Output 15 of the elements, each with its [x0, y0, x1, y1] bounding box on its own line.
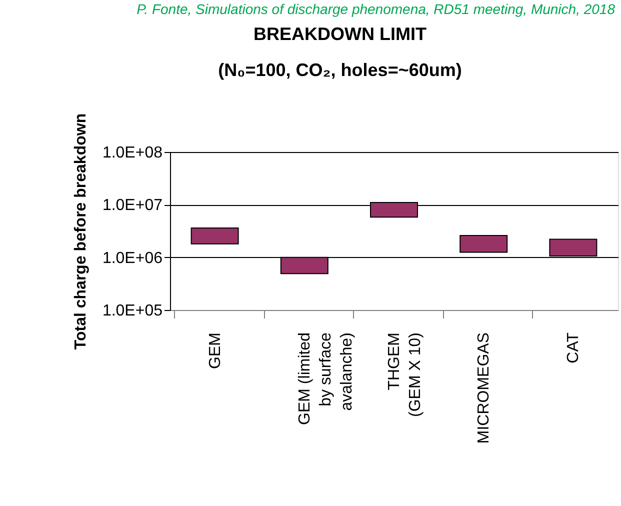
y-tick-label: 1.0E+07 — [102, 197, 163, 214]
x-tick-label: THGEM (GEM X 10) — [386, 332, 424, 417]
bar — [190, 228, 239, 244]
y-axis-title: Total charge before breakdown — [72, 113, 90, 350]
chart-subtitle: (N₀=100, CO₂, holes=~60um) — [218, 60, 462, 80]
x-tick-label: CAT — [565, 332, 582, 364]
y-tick-label: 1.0E+06 — [102, 250, 163, 267]
x-tick-label: MICROMEGAS — [476, 332, 493, 444]
y-tick-label: 1.0E+08 — [102, 144, 163, 162]
x-tick-label: GEM — [206, 332, 224, 369]
text: P. Fonte, Simulations of discharge phenomena, RD51 meeting, Munich, 2018 — [136, 1, 616, 17]
x-tick-label: GEM (limited by surface avalanche) — [296, 332, 356, 425]
chart-title: BREAKDOWN LIMIT — [254, 24, 426, 44]
bar — [460, 234, 508, 253]
y-tick-label: 1.0E+05 — [102, 302, 163, 320]
